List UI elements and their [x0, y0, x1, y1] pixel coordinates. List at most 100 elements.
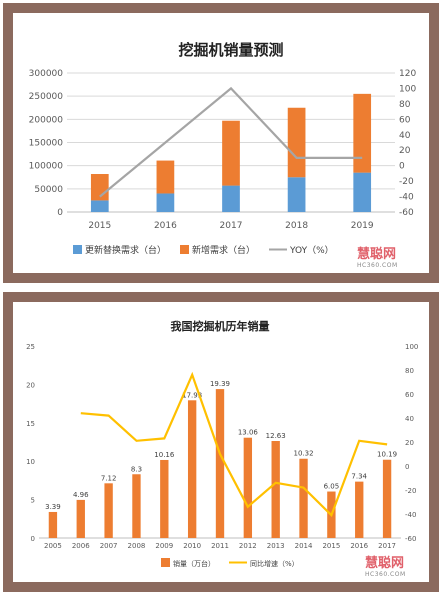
- bar: [48, 511, 58, 538]
- y-right-tick-label: 0: [405, 463, 409, 471]
- bar: [132, 474, 141, 538]
- x-tick-label: 2014: [295, 542, 313, 550]
- watermark-site: HC360.COM: [357, 262, 398, 269]
- bar: [160, 459, 169, 538]
- watermark-site: HC360.COM: [365, 571, 406, 578]
- y-left-tick-label: 200000: [29, 115, 64, 125]
- y-left-tick-label: 300000: [29, 69, 64, 79]
- bar: [299, 458, 308, 538]
- y-right-tick-label: 20: [399, 146, 411, 156]
- x-tick-label: 2019: [351, 221, 374, 231]
- series-line: [99, 86, 363, 198]
- y-left-tick-label: 25: [26, 343, 35, 351]
- legend-swatch: [73, 245, 82, 254]
- y-left-tick-label: 20: [26, 381, 35, 389]
- bar: [156, 193, 175, 212]
- y-right-tick-label: -20: [405, 487, 416, 495]
- forecast-chart: 挖掘机销量预测 0 50000 100000 150000 200000 250000 300…: [29, 41, 417, 256]
- bar-data-label: 10.19: [377, 451, 397, 459]
- chart-area-forecast: 挖掘机销量预测 0 50000 100000 150000 200000 250000 300…: [13, 13, 429, 273]
- x-tick-label: 2016: [350, 542, 368, 550]
- x-tick-label: 2018: [285, 221, 308, 231]
- bar: [271, 441, 280, 538]
- bar: [355, 481, 364, 538]
- x-tick-label: 2017: [378, 542, 396, 550]
- chart-panel-history: 我国挖掘机历年销量 0 5 10 15 20 25 -60 -40 -20 0 20 40 60 80 100…: [3, 292, 439, 592]
- x-tick-label: 2008: [128, 542, 146, 550]
- watermark-brand: 慧聪网: [357, 247, 397, 262]
- y-right-tick-label: 120: [399, 69, 416, 79]
- history-chart: 我国挖掘机历年销量 0 5 10 15 20 25 -60 -40 -20 0 20 40 60 80 100…: [26, 319, 418, 568]
- y-right-tick-label: 60: [399, 115, 411, 125]
- bar: [187, 400, 197, 538]
- bar-data-label: 4.96: [73, 491, 89, 499]
- bar-data-label: 3.39: [45, 503, 61, 511]
- x-tick-label: 2017: [220, 221, 243, 231]
- y-right-tick-label: 80: [399, 100, 411, 110]
- y-left-tick-label: 10: [26, 458, 35, 466]
- bar: [104, 483, 113, 538]
- bar-data-label: 10.16: [154, 451, 175, 459]
- y-right-tick-label: 100: [405, 343, 418, 351]
- y-left-tick-label: 15: [26, 420, 35, 428]
- bar-data-label: 13.06: [238, 429, 259, 437]
- chart-title: 挖掘机销量预测: [178, 41, 283, 59]
- y-right-tick-label: 40: [399, 131, 411, 141]
- x-tick-label: 2016: [154, 221, 177, 231]
- chart-area-history: 我国挖掘机历年销量 0 5 10 15 20 25 -60 -40 -20 0 20 40 60 80 100…: [13, 302, 429, 582]
- y-right-tick-label: -40: [399, 193, 414, 203]
- x-tick-label: 2006: [72, 542, 90, 550]
- bar: [243, 437, 253, 538]
- x-tick-label: 2009: [155, 542, 173, 550]
- legend-label: 销量（万台）: [173, 559, 215, 568]
- bar: [353, 172, 372, 212]
- y-left-tick-label: 5: [31, 497, 35, 505]
- bar-data-label: 17.93: [182, 391, 202, 399]
- y-left-tick-label: 250000: [29, 92, 64, 102]
- y-right-tick-label: 0: [399, 162, 405, 172]
- legend-swatch: [161, 558, 170, 567]
- y-left-tick-label: 100000: [29, 162, 64, 172]
- y-right-tick-label: -20: [399, 177, 414, 187]
- legend-label: YOY（%）: [289, 245, 334, 256]
- bar: [382, 459, 392, 538]
- bar-data-label: 6.05: [324, 483, 340, 491]
- legend-swatch: [180, 245, 189, 254]
- bar-data-label: 8.3: [131, 465, 142, 473]
- bar: [353, 93, 372, 173]
- bar-data-label: 7.12: [101, 474, 117, 482]
- watermark-bottom: 慧聪网 HC360.COM: [365, 552, 406, 578]
- bar-data-label: 19.39: [210, 380, 230, 388]
- bar-data-label: 10.32: [294, 450, 314, 458]
- x-tick-label: 2005: [44, 542, 62, 550]
- x-tick-label: 2012: [239, 542, 257, 550]
- legend-label: 更新替换需求（台）: [85, 244, 166, 256]
- y-left-tick-label: 0: [57, 208, 63, 218]
- bar: [287, 177, 306, 212]
- x-tick-label: 2011: [211, 542, 229, 550]
- y-left-tick-label: 50000: [34, 185, 63, 195]
- bar: [215, 389, 225, 538]
- x-tick-label: 2015: [322, 542, 340, 550]
- y-left-tick-label: 0: [31, 535, 35, 543]
- legend-label: 新增需求（台）: [192, 244, 255, 256]
- y-right-tick-label: 40: [405, 415, 414, 423]
- y-right-tick-label: -60: [405, 535, 416, 543]
- bar-data-label: 12.63: [266, 432, 286, 440]
- bar: [76, 499, 85, 538]
- bar: [222, 120, 240, 186]
- x-tick-label: 2010: [183, 542, 201, 550]
- x-tick-label: 2007: [100, 542, 118, 550]
- y-right-tick-label: -60: [399, 208, 414, 218]
- y-right-tick-label: 80: [405, 367, 414, 375]
- legend-label: 同比增速（%）: [250, 559, 299, 568]
- bar: [90, 200, 109, 212]
- y-right-tick-label: 20: [405, 439, 414, 447]
- watermark-brand: 慧聪网: [365, 556, 405, 571]
- bar: [287, 107, 306, 178]
- chart-title: 我国挖掘机历年销量: [171, 319, 270, 333]
- bar: [222, 185, 240, 212]
- chart-panel-forecast: 挖掘机销量预测 0 50000 100000 150000 200000 250000 300…: [3, 3, 439, 283]
- bar: [156, 160, 175, 194]
- x-tick-label: 2013: [267, 542, 285, 550]
